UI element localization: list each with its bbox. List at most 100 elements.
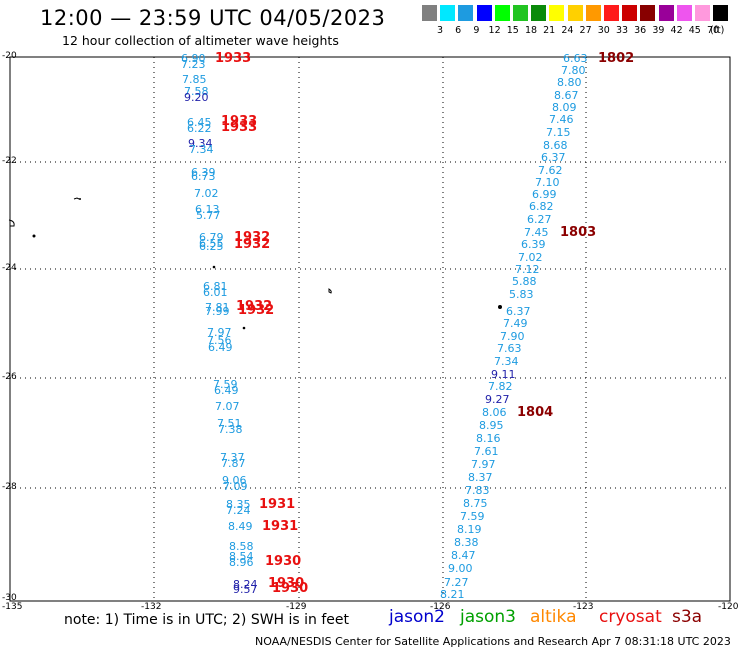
wave-height-value: 8.54	[229, 550, 254, 563]
wave-height-value: 7.10	[535, 176, 560, 189]
island	[73, 197, 80, 200]
wave-height-value: 8.75	[463, 497, 488, 510]
wave-height-value: 6.49	[214, 384, 239, 397]
wave-height-value: 6.49	[208, 341, 233, 354]
wave-height-value: 8.16	[476, 432, 501, 445]
lon-label: -132	[141, 602, 162, 612]
legend-swatch	[604, 5, 619, 21]
legend-label: 45	[688, 25, 701, 36]
wave-height-value: 5.88	[512, 275, 537, 288]
wave-height-value: 6.45	[187, 116, 212, 129]
wave-height-value: 7.56	[207, 334, 232, 347]
wave-height-value: 9.57	[233, 583, 258, 596]
island	[8, 219, 15, 227]
wave-height-value: 6.90	[181, 52, 206, 65]
legend-label: 21	[543, 25, 556, 36]
legend-swatch	[494, 5, 510, 21]
legend-label: 12	[488, 25, 501, 36]
wave-height-value: 6.73	[191, 170, 216, 183]
wave-height-value: 8.24	[233, 578, 258, 591]
wave-height-value: 6.13	[195, 203, 220, 216]
wave-height-value: 7.09	[223, 480, 248, 493]
island	[212, 265, 216, 269]
legend-label: 33	[615, 25, 629, 36]
legend-swatch	[549, 5, 565, 21]
pass-time-label: 1933	[221, 114, 258, 129]
legend-label: 24	[561, 25, 574, 36]
graticule	[10, 57, 730, 601]
legend-label: 3	[436, 25, 444, 36]
pass-time-label: 1932	[238, 303, 275, 318]
wave-height-value: 6.39	[521, 238, 546, 251]
wave-height-value: 7.12	[515, 263, 540, 276]
wave-height-value: 7.51	[217, 417, 242, 430]
wave-height-value: 9.06	[222, 474, 247, 487]
lat-label: -30	[2, 593, 17, 603]
pass-time-label: 1932	[236, 299, 273, 314]
pass-time-label: 1930	[272, 581, 309, 596]
legend-swatch	[422, 5, 437, 21]
wave-height-value: 6.25	[199, 240, 224, 253]
legend-label: 27	[579, 25, 592, 36]
lat-label: -28	[2, 482, 17, 492]
legend-swatch	[676, 5, 692, 21]
lon-label: -129	[286, 602, 307, 612]
island	[242, 326, 246, 330]
wave-height-value: 7.63	[497, 342, 522, 355]
wave-height-value: 7.90	[500, 330, 525, 343]
wave-height-value: 8.95	[479, 419, 504, 432]
legend-swatch	[622, 5, 638, 21]
satellite-label-jason3: jason3	[460, 607, 516, 627]
satellite-label-cryosat: cryosat	[599, 607, 662, 627]
islands	[8, 197, 502, 330]
legend-swatch	[713, 5, 729, 21]
pass-time-label: 1933	[221, 120, 258, 135]
wave-height-value: 7.02	[518, 251, 543, 264]
footer-credit: NOAA/NESDIS Center for Satellite Applica…	[255, 635, 731, 648]
wave-height-value: 8.96	[229, 556, 254, 569]
wave-height-value: 8.19	[457, 523, 482, 536]
pass-time-label: 1804	[517, 405, 554, 420]
wave-height-value: 7.83	[465, 484, 490, 497]
wave-height-value: 7.02	[194, 187, 219, 200]
wave-height-value: 7.99	[205, 305, 230, 318]
wave-height-value: 7.23	[181, 58, 206, 71]
lon-label: -126	[430, 602, 451, 612]
wave-height-value: 8.58	[229, 540, 254, 553]
legend-swatch	[585, 5, 601, 21]
pass-time-label: 1930	[268, 576, 305, 591]
wave-height-value: 7.59	[460, 510, 485, 523]
wave-height-value: 9.34	[188, 137, 213, 150]
lon-label: -135	[2, 602, 23, 612]
wave-height-value: 7.85	[182, 73, 207, 86]
wave-height-value: 7.80	[561, 64, 586, 77]
island	[32, 234, 36, 238]
wave-height-value: 7.46	[549, 113, 574, 126]
pass-time-label: 1930	[265, 554, 302, 569]
island	[498, 305, 502, 309]
legend-label: 39	[652, 25, 665, 36]
pass-time-label: 1803	[560, 225, 597, 240]
pass-time-label: 1802	[598, 51, 635, 66]
lat-label: -22	[2, 156, 17, 166]
page-title: 12:00 — 23:59 UTC 04/05/2023	[40, 6, 386, 30]
legend-swatch	[640, 5, 656, 21]
lat-label: -26	[2, 372, 17, 382]
wave-height-value: 6.99	[532, 188, 557, 201]
satellite-label-altika: altika	[530, 607, 577, 627]
wave-height-value: 7.97	[471, 458, 496, 471]
legend-label: 6	[455, 25, 462, 36]
wave-height-value: 8.47	[451, 549, 476, 562]
wave-height-value: 9.20	[184, 91, 209, 104]
wave-height-value: 8.21	[440, 588, 465, 601]
legend-swatch	[458, 5, 474, 21]
lat-label: -20	[2, 51, 17, 61]
wave-height-value: 7.38	[218, 423, 243, 436]
wave-height-value: 7.45	[524, 226, 549, 239]
legend-label: 9	[473, 25, 480, 36]
legend-swatch	[476, 5, 492, 21]
legend-label: 70	[706, 25, 720, 36]
lon-label: -120	[718, 602, 739, 612]
wave-height-value: 6.27	[527, 213, 552, 226]
wave-height-value: 9.00	[448, 562, 473, 575]
